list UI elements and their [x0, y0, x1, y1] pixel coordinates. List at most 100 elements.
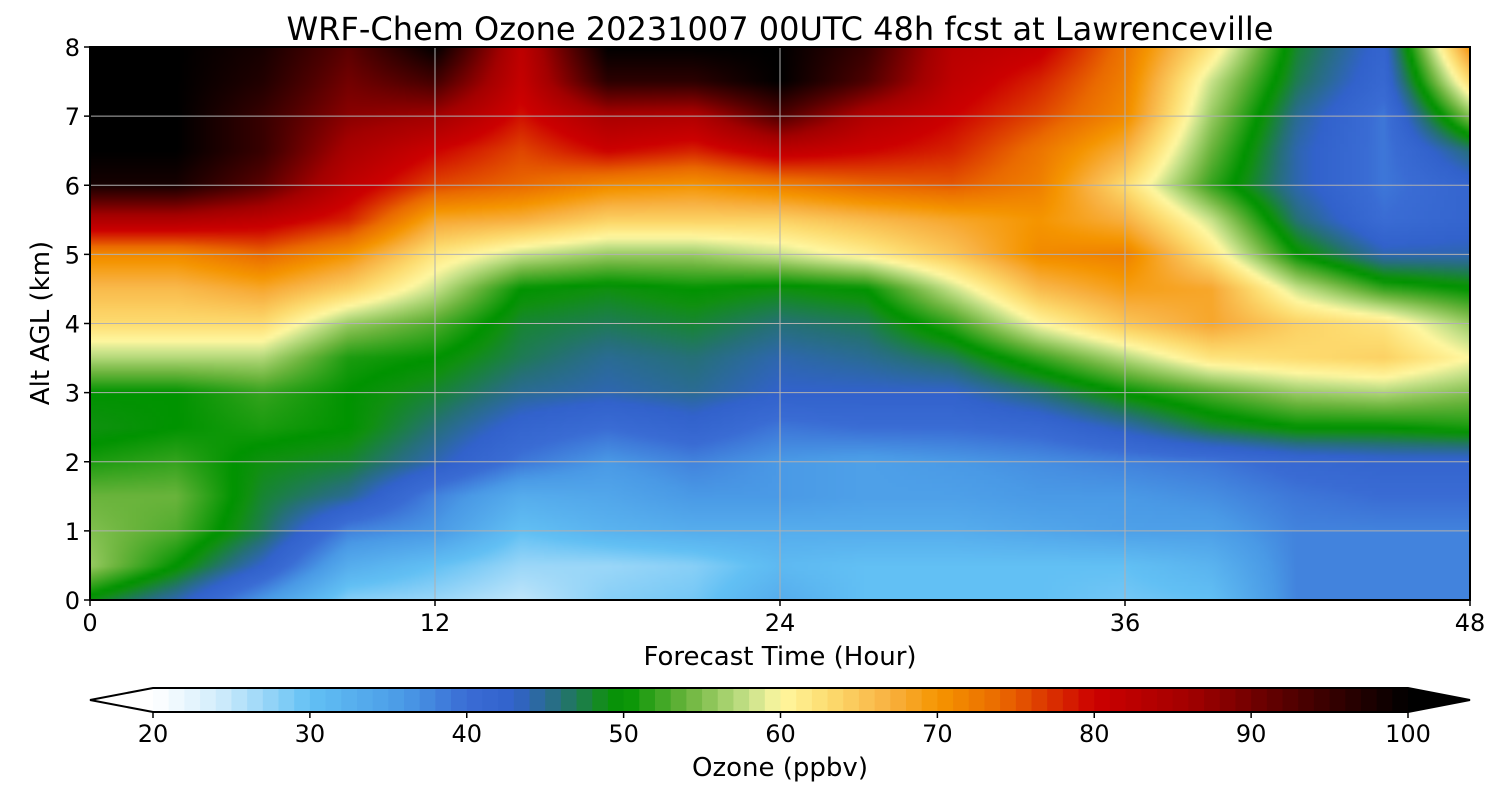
colorbar-segment [937, 688, 954, 712]
colorbar-segment [702, 688, 719, 712]
colorbar-segment [356, 688, 374, 712]
colorbar-segment [1157, 688, 1174, 712]
x-tick-label: 36 [1110, 609, 1141, 637]
colorbar-segment [451, 688, 468, 712]
colorbar-segment [1392, 688, 1409, 712]
colorbar-segment [215, 688, 233, 712]
colorbar-tick-label: 70 [922, 720, 953, 748]
y-tick-label: 6 [65, 172, 80, 200]
colorbar-segment [435, 688, 452, 712]
colorbar-segment [1062, 688, 1080, 712]
colorbar-segment [513, 688, 531, 712]
colorbar-tick-label: 30 [295, 720, 326, 748]
colorbar-tick-label: 90 [1236, 720, 1267, 748]
colorbar-segment [1345, 688, 1362, 712]
colorbar-segment [874, 688, 891, 712]
colorbar-segment [309, 688, 327, 712]
colorbar-segment [1313, 688, 1331, 712]
colorbar-segment [1266, 688, 1284, 712]
y-tick-label: 2 [65, 449, 80, 477]
colorbar-tick-label: 50 [608, 720, 639, 748]
colorbar-segment [1141, 688, 1158, 712]
colorbar-segment [498, 688, 515, 712]
colorbar-segment [1360, 688, 1378, 712]
colorbar-segment [639, 688, 656, 712]
colorbar-segment [168, 688, 185, 712]
colorbar-segment [1329, 688, 1346, 712]
y-tick-label: 5 [65, 241, 80, 269]
colorbar-segment [858, 688, 876, 712]
colorbar-label: Ozone (ppbv) [692, 753, 868, 783]
colorbar-segment [1015, 688, 1033, 712]
x-tick-label: 0 [82, 609, 97, 637]
colorbar-segment [811, 688, 829, 712]
colorbar-segment [592, 688, 609, 712]
x-tick-label: 24 [765, 609, 796, 637]
colorbar-segment [1172, 688, 1189, 712]
y-tick-label: 7 [65, 103, 80, 131]
colorbar-segment [906, 688, 923, 712]
colorbar-segment [262, 688, 280, 712]
y-tick-label: 1 [65, 518, 80, 546]
colorbar-segment [780, 688, 797, 712]
colorbar-segment [200, 688, 217, 712]
colorbar-segment [1219, 688, 1237, 712]
x-axis-ticks: 0 12 24 36 48 [82, 600, 1485, 637]
y-axis-label: Alt AGL (km) [26, 241, 56, 405]
colorbar-tick-label: 100 [1385, 720, 1431, 748]
colorbar-segment [968, 688, 986, 712]
colorbar-segment [1031, 688, 1048, 712]
colorbar-segment [372, 688, 389, 712]
colorbar-segment [545, 688, 562, 712]
colorbar-segment [1298, 688, 1315, 712]
colorbar-segment [1204, 688, 1221, 712]
colorbar-segment [686, 688, 703, 712]
colorbar-segment [388, 688, 405, 712]
colorbar-segment [1047, 688, 1064, 712]
colorbar-segment [607, 688, 625, 712]
colorbar-segment [231, 688, 248, 712]
colorbar-segment [921, 688, 938, 712]
colorbar-segment [184, 688, 201, 712]
colorbar-segment [1235, 688, 1252, 712]
colorbar-segment [419, 688, 436, 712]
colorbar-segment [1094, 688, 1111, 712]
colorbar-extend-high [1408, 688, 1470, 712]
colorbar-segment [1251, 688, 1268, 712]
colorbar-extend-low [90, 688, 153, 712]
colorbar-segment [325, 688, 342, 712]
colorbar-segment [655, 688, 672, 712]
colorbar-segment [560, 688, 578, 712]
colorbar-segment [733, 688, 750, 712]
colorbar-segment [294, 688, 311, 712]
x-tick-label: 48 [1455, 609, 1486, 637]
colorbar [89, 687, 1471, 713]
chart-title: WRF-Chem Ozone 20231007 00UTC 48h fcst a… [287, 10, 1274, 48]
x-axis-label: Forecast Time (Hour) [643, 642, 916, 672]
colorbar-segment [247, 688, 264, 712]
colorbar-segment [796, 688, 813, 712]
colorbar-segment [529, 688, 546, 712]
colorbar-segment [953, 688, 970, 712]
colorbar-segment [482, 688, 499, 712]
colorbar-segment [1109, 688, 1127, 712]
colorbar-tick-label: 40 [451, 720, 482, 748]
colorbar-tick-label: 60 [765, 720, 796, 748]
colorbar-tick-label: 20 [138, 720, 169, 748]
colorbar-segment [1188, 688, 1205, 712]
colorbar-segment [843, 688, 860, 712]
colorbar-segment [1376, 688, 1393, 712]
colorbar-segment [670, 688, 687, 712]
colorbar-segment [1282, 688, 1299, 712]
colorbar-segment [890, 688, 907, 712]
colorbar-segment [984, 688, 1001, 712]
colorbar-segment [827, 688, 844, 712]
colorbar-segment [278, 688, 295, 712]
colorbar-segment [764, 688, 782, 712]
colorbar-segment [1000, 688, 1017, 712]
colorbar-segment [576, 688, 593, 712]
colorbar-ticks: 20 30 40 50 60 70 80 90 100 [138, 712, 1431, 748]
colorbar-segment [1078, 688, 1095, 712]
colorbar-segment [466, 688, 484, 712]
